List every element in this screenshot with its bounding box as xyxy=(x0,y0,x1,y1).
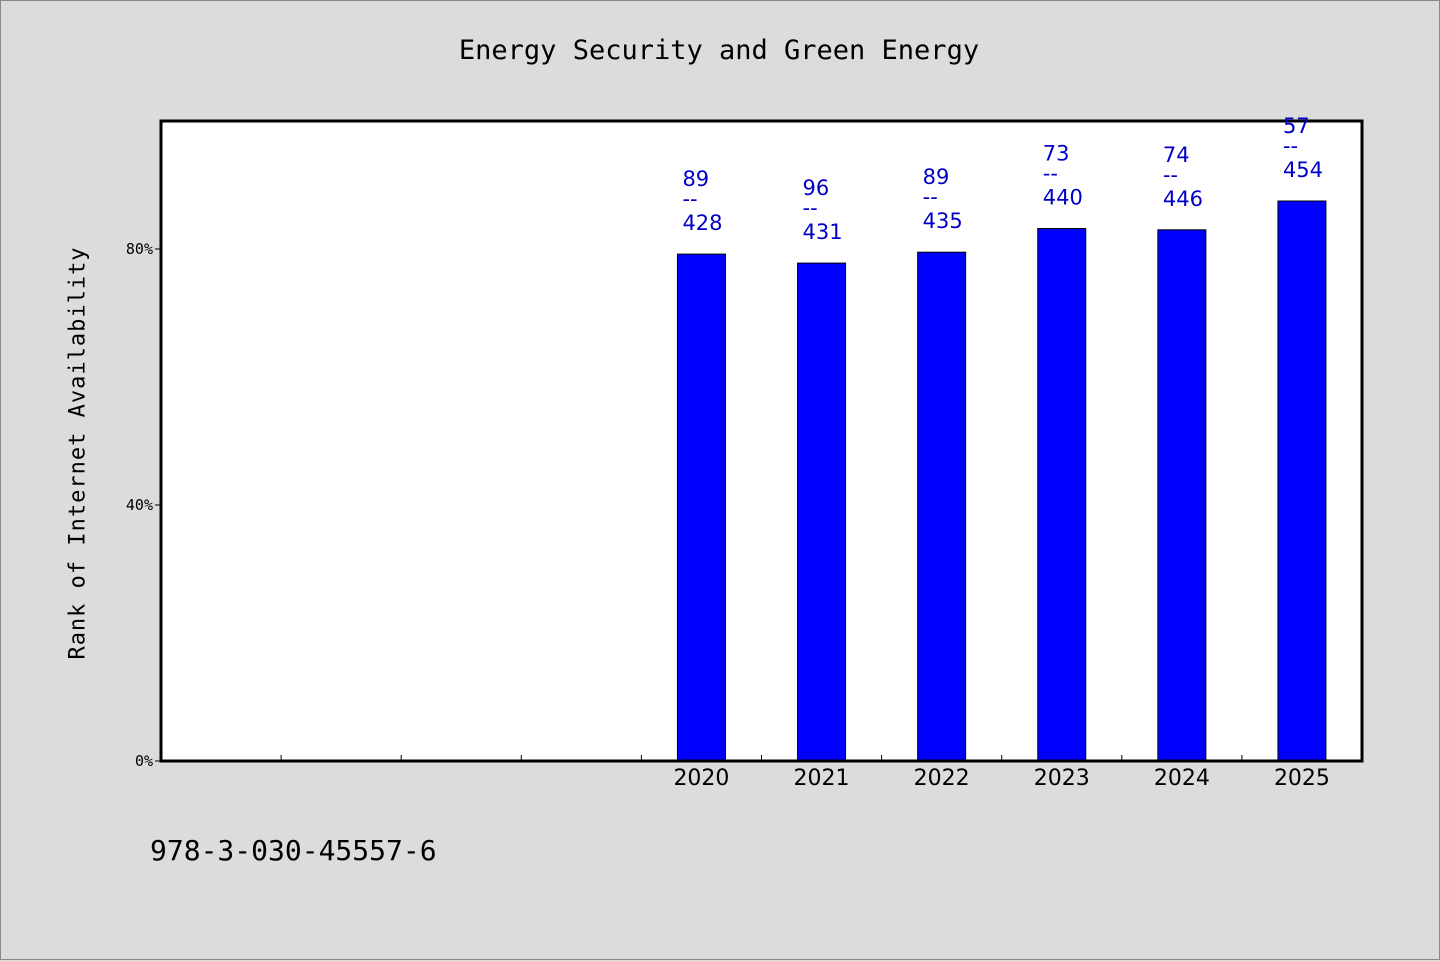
data-label-bottom: 454 xyxy=(1283,158,1323,182)
data-label-top: 89 xyxy=(682,167,709,191)
x-tick-label: 2022 xyxy=(914,766,970,791)
data-label-separator: -- xyxy=(803,196,818,220)
data-label-separator: -- xyxy=(1043,162,1058,186)
chart-title: Energy Security and Green Energy xyxy=(458,35,980,66)
x-tick-label: 2020 xyxy=(673,766,729,791)
bar-2020 xyxy=(676,253,726,762)
x-tick-label: 2023 xyxy=(1034,766,1090,791)
data-label-bottom: 440 xyxy=(1043,186,1083,210)
x-tick-label: 2025 xyxy=(1274,766,1330,791)
data-label-top: 89 xyxy=(923,165,950,189)
y-tick-label: 40% xyxy=(126,496,153,514)
data-label-top: 96 xyxy=(803,176,830,200)
data-label-top: 73 xyxy=(1043,142,1070,166)
bar-2025 xyxy=(1277,200,1327,762)
data-label-separator: -- xyxy=(682,187,697,211)
y-tick-label: 80% xyxy=(126,240,153,258)
data-label-top: 74 xyxy=(1163,143,1190,167)
bar-2023 xyxy=(1037,228,1087,762)
y-tick-label: 0% xyxy=(135,752,153,770)
data-label-bottom: 435 xyxy=(923,209,963,233)
footer-code: 978-3-030-45557-6 xyxy=(150,834,437,867)
data-label-top: 57 xyxy=(1283,114,1310,138)
data-label-bottom: 431 xyxy=(803,220,843,244)
data-label-separator: -- xyxy=(1163,163,1178,187)
bar-2022 xyxy=(917,251,967,762)
data-label-bottom: 428 xyxy=(682,211,722,235)
data-label-separator: -- xyxy=(923,185,938,209)
x-tick-label: 2024 xyxy=(1154,766,1210,791)
data-label-bottom: 446 xyxy=(1163,187,1203,211)
data-label-separator: -- xyxy=(1283,134,1298,158)
bar-2024 xyxy=(1157,229,1207,762)
bar-2021 xyxy=(797,262,847,762)
x-tick-label: 2021 xyxy=(794,766,850,791)
